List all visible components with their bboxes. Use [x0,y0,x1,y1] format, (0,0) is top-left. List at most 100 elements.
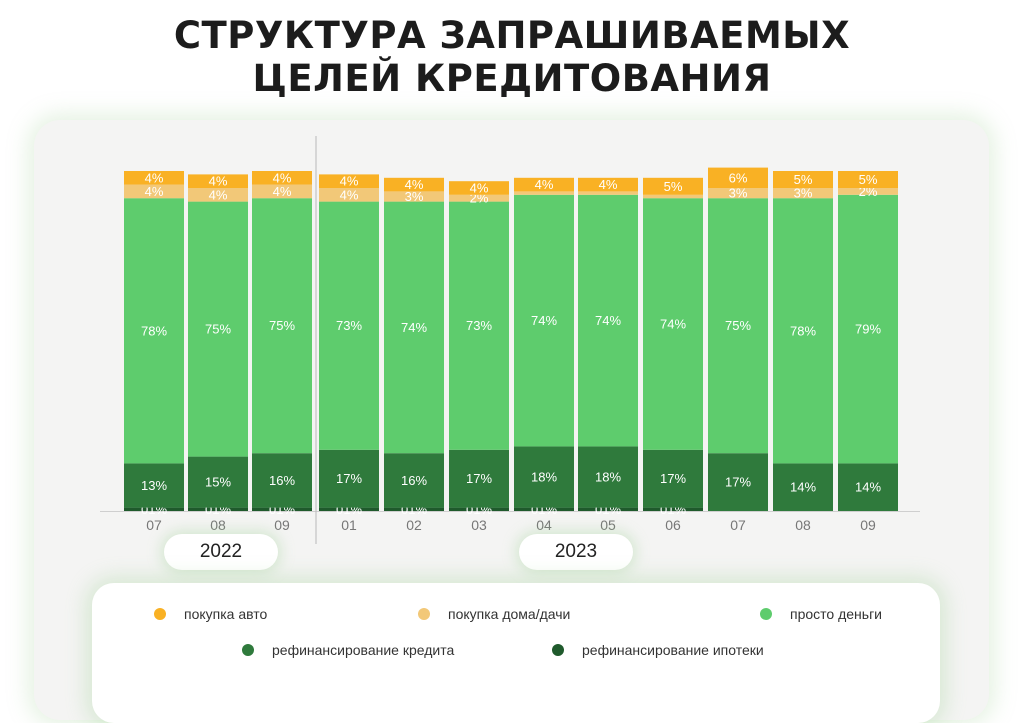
bar-segment [578,191,638,195]
data-label: 4% [470,181,489,196]
legend-label-house: покупка дома/дачи [448,606,571,622]
bar-segment [578,507,638,511]
legend-label-car: покупка авто [184,606,268,622]
bar-segment [578,177,638,192]
bar-segment [319,449,379,508]
bar-segment [578,194,638,447]
year-label-2023: 2023 [519,534,633,570]
x-tick-label: 01 [341,517,357,533]
bar-segment [384,177,444,192]
data-label: 4% [273,184,292,199]
data-label: 15% [205,475,231,490]
data-label: 5% [794,172,813,187]
data-label: 4% [273,170,292,185]
data-label: 5% [664,179,683,194]
data-label: 5% [859,172,878,187]
data-label: 74% [531,313,557,328]
legend: покупка авто покупка дома/дачи просто де… [92,583,940,723]
bar-segment [643,507,703,511]
legend-swatch-refinance-mortgage [552,644,564,656]
data-label: 17% [725,475,751,490]
bar-segment [252,453,312,508]
bar-segment [449,449,509,508]
data-label: 3% [405,189,424,204]
bar-segment [514,194,574,447]
bar-segment [773,188,833,199]
bar-segment [124,507,184,511]
x-tick-label: 09 [860,517,876,533]
bar-segment [449,201,509,450]
bar-segment [124,184,184,199]
x-tick-label: 09 [274,517,290,533]
data-label: 4% [145,170,164,185]
bar-segment [319,507,379,511]
bar-segment [838,188,898,195]
bar-segment [188,507,248,511]
bar-segment [252,184,312,199]
bar-segment [124,171,184,185]
data-label: 14% [855,480,881,495]
title-line-1: СТРУКТУРА ЗАПРАШИВАЕМЫХ [173,14,851,57]
data-label: 3% [729,186,748,201]
bar-segment [643,194,703,199]
bar-segment [124,463,184,508]
legend-swatch-house [418,608,430,620]
data-label: 17% [466,471,492,486]
year-label-2022: 2022 [164,534,278,570]
data-label: 79% [855,322,881,337]
x-tick-label: 03 [471,517,487,533]
bar-segment [124,198,184,464]
x-tick-label: 05 [600,517,616,533]
data-label: 4% [405,177,424,192]
stacked-bar-chart: 01%13%78%4%4%0701%15%75%4%4%0801%16%75%4… [100,136,920,544]
legend-swatch-refinance-credit [242,644,254,656]
bar-segment [708,167,768,188]
bar-segment [708,198,768,454]
legend-item-house: покупка дома/дачи [418,606,570,622]
bar-segment [838,194,898,464]
bar-segment [773,171,833,188]
bar-segment [252,198,312,454]
data-label: 4% [145,184,164,199]
data-label: 73% [466,318,492,333]
data-label: 74% [401,320,427,335]
data-label: 74% [595,313,621,328]
data-label: 6% [729,170,748,185]
bar-segment [252,507,312,511]
bar-segment [773,463,833,511]
data-label: 4% [209,187,228,202]
data-label: 78% [790,323,816,338]
bar-segment [449,507,509,511]
bar-segment [838,171,898,188]
bar-segment [643,449,703,508]
legend-item-refinance-credit: рефинансирование кредита [242,642,454,658]
bar-segment [319,174,379,188]
bar-segment [643,177,703,195]
bar-segment [384,507,444,511]
data-label: 4% [535,177,554,192]
x-tick-label: 08 [795,517,811,533]
data-label: 3% [794,186,813,201]
legend-item-cash: просто деньги [760,606,882,622]
bar-segment [449,194,509,202]
bar-segment [384,453,444,508]
data-label: 75% [725,318,751,333]
bar-segment [188,456,248,508]
bar-segment [578,446,638,508]
bar-segment [514,177,574,192]
bar-segment [514,446,574,508]
bar-segment [514,507,574,511]
data-label: 4% [209,174,228,189]
legend-item-car: покупка авто [154,606,267,622]
data-label: 14% [790,480,816,495]
data-label: 4% [340,174,359,189]
title-line-2: ЦЕЛЕЙ КРЕДИТОВАНИЯ [252,57,772,100]
data-label: 18% [531,470,557,485]
bar-segment [252,171,312,185]
data-label: 13% [141,478,167,493]
data-label: 17% [660,471,686,486]
data-label: 18% [595,470,621,485]
bar-segment [188,174,248,188]
bar-segment [319,188,379,202]
data-label: 78% [141,323,167,338]
